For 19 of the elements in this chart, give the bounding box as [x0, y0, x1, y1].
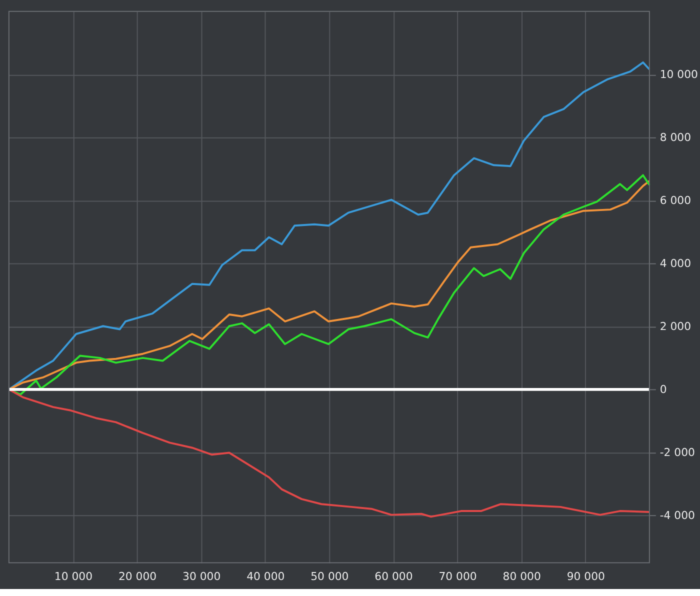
y-tick-label: 10 000 — [660, 68, 698, 81]
x-tick-label: 30 000 — [182, 570, 221, 584]
x-tick-label: 90 000 — [566, 570, 605, 584]
line-series — [8, 388, 650, 518]
y-tick-label: 4 000 — [660, 256, 692, 270]
x-tick-label: 80 000 — [502, 570, 541, 584]
y-tick-label: 0 — [660, 382, 667, 396]
x-tick-label: 60 000 — [374, 570, 413, 584]
y-tick-label: -2 000 — [660, 446, 696, 459]
line-series — [8, 61, 650, 390]
y-tick-label: 2 000 — [660, 320, 692, 333]
x-tick-label: 40 000 — [246, 570, 285, 584]
y-tick-label: 8 000 — [660, 130, 692, 144]
y-tick-label: 6 000 — [660, 194, 692, 207]
y-tick-label: -4 000 — [660, 508, 696, 522]
x-tick-label: 20 000 — [118, 570, 157, 584]
x-tick-label: 10 000 — [54, 570, 93, 584]
x-tick-label: 70 000 — [438, 570, 477, 584]
x-tick-label: 50 000 — [310, 570, 349, 584]
